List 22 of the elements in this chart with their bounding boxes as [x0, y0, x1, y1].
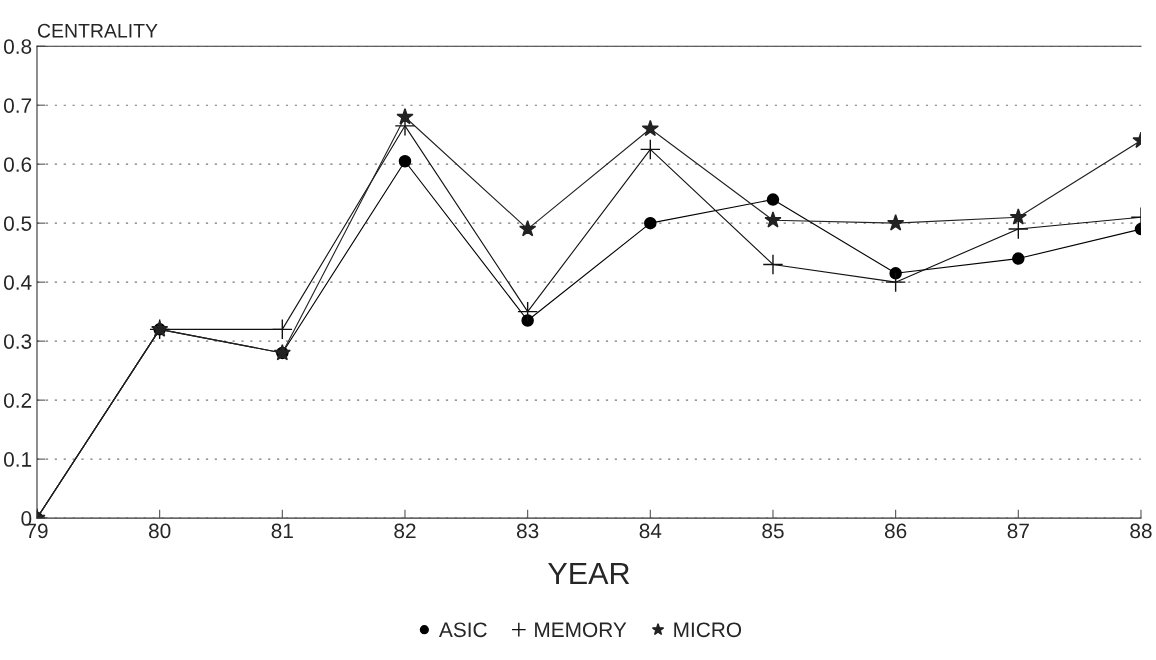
y-tick-label: 0.8: [3, 39, 32, 54]
x-tick-label: 87: [1007, 523, 1029, 539]
y-tick-label: 0.6: [3, 157, 32, 172]
legend-label: ASIC: [438, 622, 487, 638]
x-tick-label: 80: [148, 523, 171, 539]
y-tick-label: 0.5: [3, 216, 32, 231]
x-tick-label: 82: [394, 523, 416, 539]
y-tick-label: 0.7: [3, 98, 32, 113]
x-tick-label: 84: [639, 523, 662, 539]
x-tick-label: 86: [884, 523, 907, 539]
x-tick-label: 83: [516, 523, 539, 539]
x-axis-title: YEAR: [548, 562, 630, 584]
legend-label: MICRO: [674, 622, 742, 638]
x-tick-label: 85: [762, 523, 784, 539]
y-tick-label: 0.1: [3, 452, 32, 467]
y-axis-title: CENTRALITY: [37, 23, 158, 38]
x-tick-label: 81: [271, 523, 293, 539]
y-tick-label: 0.4: [3, 275, 32, 290]
y-tick-label: 0.2: [3, 393, 32, 408]
x-tick-label: 88: [1130, 523, 1152, 539]
y-tick-label: 0.3: [3, 334, 32, 349]
legend-label: MEMORY: [535, 622, 627, 638]
